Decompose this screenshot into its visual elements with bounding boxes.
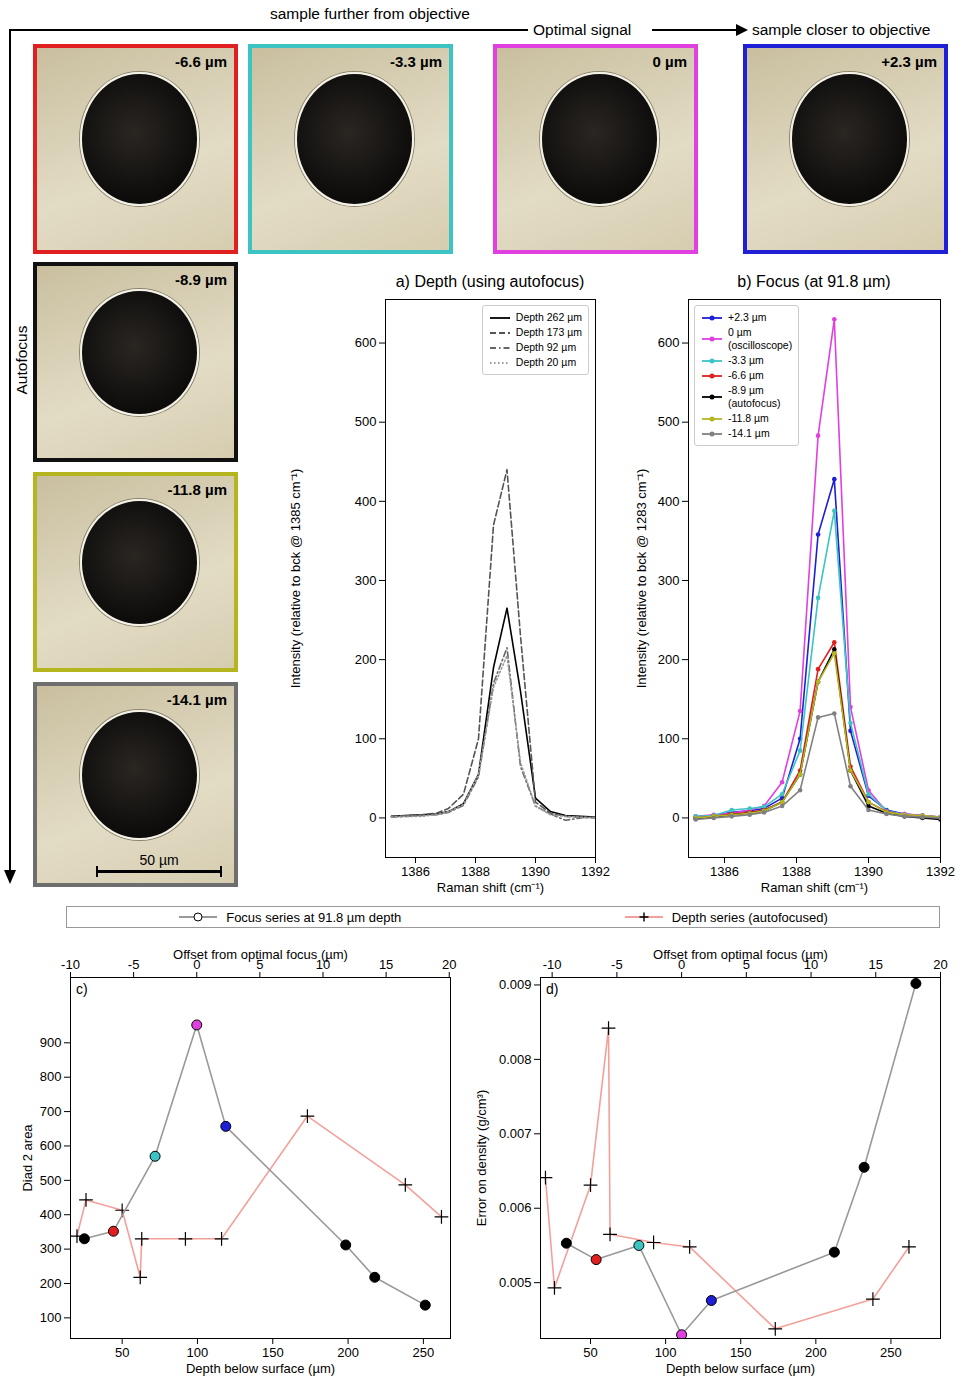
svg-text:600: 600 xyxy=(355,335,377,350)
svg-text:200: 200 xyxy=(658,652,680,667)
svg-text:500: 500 xyxy=(355,414,377,429)
svg-text:1392: 1392 xyxy=(581,864,610,879)
svg-text:400: 400 xyxy=(658,493,680,508)
html-text:Focus series at 91.8 µm depth: Focus series at 91.8 µm depth xyxy=(226,909,402,925)
html-text:Depth 262 µm: Depth 262 µm xyxy=(515,311,582,323)
html-text:50 µm: 50 µm xyxy=(139,852,179,868)
html-text:Depth 173 µm: Depth 173 µm xyxy=(515,326,582,338)
svg-text:100: 100 xyxy=(40,1310,62,1325)
svg-text:-5: -5 xyxy=(611,957,623,972)
svg-text:150: 150 xyxy=(262,1345,284,1360)
svg-text:100: 100 xyxy=(655,1345,677,1360)
svg-text:200: 200 xyxy=(805,1345,827,1360)
html-text:Optimal signal: Optimal signal xyxy=(533,21,632,38)
svg-text:300: 300 xyxy=(355,573,377,588)
svg-text:10: 10 xyxy=(315,956,331,972)
svg-text:1388: 1388 xyxy=(461,864,490,879)
svg-text:1390: 1390 xyxy=(854,864,883,879)
html-text:-8.9 µm: -8.9 µm xyxy=(175,271,227,288)
svg-text:200: 200 xyxy=(40,1276,62,1291)
html-text:c): c) xyxy=(76,981,88,997)
svg-text:50: 50 xyxy=(115,1345,129,1360)
svg-text:800: 800 xyxy=(40,1069,62,1084)
svg-text:15: 15 xyxy=(869,957,883,972)
svg-text:250: 250 xyxy=(880,1345,902,1360)
svg-text:Offset from optimal focus (µm): Offset from optimal focus (µm) xyxy=(653,947,828,962)
svg-text:1392: 1392 xyxy=(926,864,955,879)
svg-text:1386: 1386 xyxy=(710,864,739,879)
svg-text:700: 700 xyxy=(40,1104,62,1119)
html-text:-3.3 µm: -3.3 µm xyxy=(728,354,764,366)
svg-text:Depth below surface (µm): Depth below surface (µm) xyxy=(666,1361,815,1376)
svg-text:250: 250 xyxy=(413,1345,435,1360)
html-text:sample further from objective: sample further from objective xyxy=(270,5,470,22)
svg-text:-5: -5 xyxy=(128,957,140,972)
svg-text:150: 150 xyxy=(730,1345,752,1360)
svg-text:5: 5 xyxy=(256,956,264,972)
svg-text:Intensity (relative to bck @ 1: Intensity (relative to bck @ 1385 cm⁻¹) xyxy=(288,469,303,689)
html-text:0 µm (oscilloscope): 0 µm (oscilloscope) xyxy=(728,326,793,351)
svg-text:100: 100 xyxy=(355,731,377,746)
svg-text:5: 5 xyxy=(742,956,750,972)
svg-text:0: 0 xyxy=(369,810,376,825)
svg-text:0: 0 xyxy=(672,810,679,825)
svg-text:400: 400 xyxy=(40,1207,62,1222)
svg-text:Depth below surface (µm): Depth below surface (µm) xyxy=(186,1361,335,1376)
svg-text:0.005: 0.005 xyxy=(499,1275,532,1290)
svg-text:0: 0 xyxy=(193,956,201,972)
svg-text:Raman shift (cm⁻¹): Raman shift (cm⁻¹) xyxy=(437,880,544,895)
svg-text:Diad 2 area: Diad 2 area xyxy=(20,1124,35,1192)
svg-text:500: 500 xyxy=(40,1173,62,1188)
html-text:Depth series (autofocused): Depth series (autofocused) xyxy=(671,909,828,925)
svg-text:-10: -10 xyxy=(61,957,80,972)
html-text:-3.3 µm: -3.3 µm xyxy=(390,53,442,70)
svg-text:15: 15 xyxy=(379,957,393,972)
svg-text:900: 900 xyxy=(40,1035,62,1050)
svg-text:Raman shift (cm⁻¹): Raman shift (cm⁻¹) xyxy=(761,880,868,895)
svg-text:0.006: 0.006 xyxy=(499,1200,532,1215)
svg-text:0: 0 xyxy=(678,956,686,972)
html-text:+2.3 µm: +2.3 µm xyxy=(728,311,767,323)
svg-text:0.007: 0.007 xyxy=(499,1126,532,1141)
html-text:-11.8 µm: -11.8 µm xyxy=(728,412,769,424)
svg-text:300: 300 xyxy=(40,1241,62,1256)
svg-text:200: 200 xyxy=(355,652,377,667)
svg-text:1386: 1386 xyxy=(401,864,430,879)
svg-text:600: 600 xyxy=(658,335,680,350)
svg-text:0.008: 0.008 xyxy=(499,1052,532,1067)
html-text:a) Depth (using autofocus): a) Depth (using autofocus) xyxy=(395,273,585,290)
svg-text:20: 20 xyxy=(442,957,456,972)
svg-text:1388: 1388 xyxy=(782,864,811,879)
svg-text:300: 300 xyxy=(658,573,680,588)
html-text:sample closer to objective: sample closer to objective xyxy=(752,21,931,38)
svg-text:10: 10 xyxy=(803,956,819,972)
html-text:0 µm: 0 µm xyxy=(652,53,687,70)
svg-text:400: 400 xyxy=(355,493,377,508)
svg-text:20: 20 xyxy=(933,957,947,972)
svg-text:Error on density (g/cm³): Error on density (g/cm³) xyxy=(474,1090,489,1227)
html-text:+2.3 µm: +2.3 µm xyxy=(881,53,937,70)
html-text:-14.1 µm: -14.1 µm xyxy=(166,691,227,708)
svg-text:200: 200 xyxy=(337,1345,359,1360)
html-text:Depth 92 µm: Depth 92 µm xyxy=(515,341,577,353)
svg-text:500: 500 xyxy=(658,414,680,429)
svg-text:Offset from optimal focus (µm): Offset from optimal focus (µm) xyxy=(173,947,348,962)
html-text:d): d) xyxy=(546,981,559,997)
html-text:-14.1 µm: -14.1 µm xyxy=(728,427,770,439)
html-text:-11.8 µm: -11.8 µm xyxy=(167,481,227,498)
svg-text:1390: 1390 xyxy=(521,864,550,879)
svg-text:-10: -10 xyxy=(543,957,562,972)
html-text:b) Focus (at 91.8 µm): b) Focus (at 91.8 µm) xyxy=(737,273,891,290)
html-text:-6.6 µm: -6.6 µm xyxy=(175,53,227,70)
html-text:Autofocus: Autofocus xyxy=(13,325,30,395)
svg-text:Intensity (relative to bck @ 1: Intensity (relative to bck @ 1283 cm⁻¹) xyxy=(634,469,649,689)
svg-text:100: 100 xyxy=(658,731,680,746)
svg-text:0.009: 0.009 xyxy=(499,977,532,992)
svg-text:50: 50 xyxy=(583,1345,597,1360)
svg-text:100: 100 xyxy=(187,1345,209,1360)
html-text:Depth 20 µm: Depth 20 µm xyxy=(515,356,577,368)
html-text:-6.6 µm: -6.6 µm xyxy=(728,369,764,381)
html-text:-8.9 µm (autofocus): -8.9 µm (autofocus) xyxy=(728,384,781,409)
svg-text:600: 600 xyxy=(40,1138,62,1153)
